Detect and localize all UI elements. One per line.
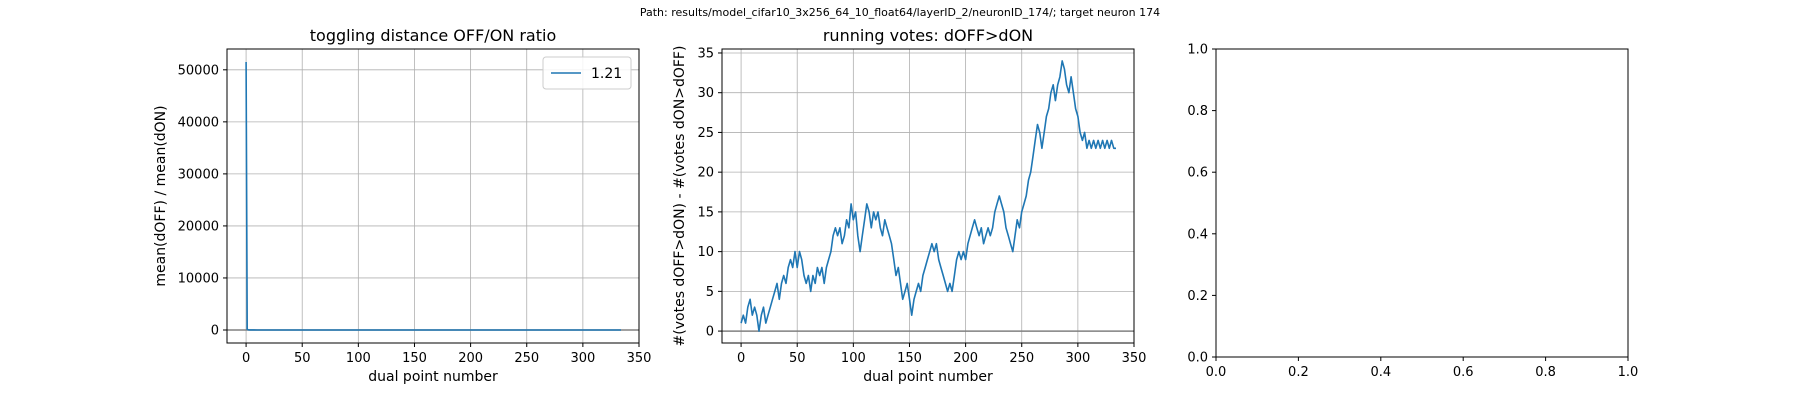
chart-0-x-tick-label: 100	[346, 351, 371, 366]
chart-0-x-tick-label: 0	[242, 351, 250, 366]
chart-2-y-tick-label: 0.2	[1187, 289, 1208, 304]
chart-0-y-tick-label: 30000	[178, 167, 219, 182]
chart-0-legend-box	[542, 56, 632, 90]
chart-0-x-tick-label: 300	[570, 351, 595, 366]
chart-1-x-tick-label: 100	[841, 351, 866, 366]
figure-suptitle: Path: results/model_cifar10_3x256_64_10_…	[640, 6, 1160, 19]
chart-1-x-tick-label: 350	[1122, 351, 1147, 366]
chart-0-series-line	[245, 61, 621, 331]
chart-1-x-tick-label: 50	[789, 351, 806, 366]
chart-2-y-tick-label: 0.0	[1187, 351, 1208, 366]
chart-0-y-tick-label: 0	[211, 323, 219, 338]
chart-1-x-tick-label: 300	[1065, 351, 1090, 366]
chart-0-x-tick-label: 150	[402, 351, 427, 366]
chart-0-x-tick-label: 350	[627, 351, 652, 366]
chart-2-y-tick-label: 0.8	[1187, 104, 1208, 119]
chart-0-legend: 1.21	[542, 56, 632, 90]
chart-1-x-axis-label: dual point number	[863, 369, 993, 385]
chart-1-y-tick-label: 25	[697, 126, 714, 141]
chart-0-x-axis-label: dual point number	[368, 369, 498, 385]
chart-0-y-tick-label: 40000	[178, 115, 219, 130]
chart-1-y-tick-label: 5	[706, 285, 714, 300]
chart-1-x-tick-label: 0	[737, 351, 745, 366]
chart-0-x-tick-label: 200	[458, 351, 483, 366]
chart-1-x-tick-label: 150	[897, 351, 922, 366]
chart-0-axes-frame	[226, 48, 640, 344]
chart-2-x-tick-label: 0.2	[1288, 365, 1309, 380]
chart-2-x-tick-label: 0.8	[1535, 365, 1556, 380]
chart-1-y-tick-label: 10	[697, 245, 714, 260]
chart-0-y-tick-label: 20000	[178, 219, 219, 234]
chart-1-series-line	[740, 60, 1116, 332]
toggling-ratio-panel: 0 50 100 150 200 250 300 350 0 10000 20000 30000 400…	[153, 26, 651, 385]
running-votes-panel: 0 50 100 150 200 250 300 350 0 5 10 15 20 25 30 35 runni…	[672, 26, 1146, 385]
chart-0-legend-label: 1.21	[591, 66, 622, 82]
chart-0-title: toggling distance OFF/ON ratio	[310, 26, 556, 45]
chart-1-y-tick-label: 35	[697, 46, 714, 61]
chart-1-x-tick-label: 250	[1009, 351, 1034, 366]
chart-1-axes-frame	[721, 48, 1135, 344]
chart-2-y-tick-label: 1.0	[1187, 43, 1208, 58]
chart-1-y-tick-label: 0	[706, 325, 714, 340]
chart-0-y-axis-label: mean(dOFF) / mean(dON)	[153, 105, 169, 286]
chart-2-x-tick-label: 0.4	[1370, 365, 1391, 380]
chart-2-x-tick-label: 0.6	[1453, 365, 1474, 380]
chart-1-title: running votes: dOFF>dON	[823, 26, 1033, 45]
chart-2-x-tick-label: 0.0	[1206, 365, 1227, 380]
empty-axes-panel: 0.0 0.2 0.4 0.6 0.8 1.0 0.0 0.2 0.4 0.6 0.8 1.0	[1187, 43, 1638, 381]
chart-0-x-tick-label: 250	[514, 351, 539, 366]
chart-0-y-tick-label: 50000	[178, 63, 219, 78]
chart-2-y-tick-label: 0.6	[1187, 166, 1208, 181]
chart-2-x-tick-label: 1.0	[1618, 365, 1639, 380]
chart-1-y-tick-label: 30	[697, 86, 714, 101]
chart-0-y-tick-label: 10000	[178, 271, 219, 286]
chart-0-x-tick-label: 50	[294, 351, 311, 366]
chart-2-axes-frame	[1215, 48, 1629, 358]
chart-2-y-tick-label: 0.4	[1187, 227, 1208, 242]
chart-1-y-axis-label: #(votes dOFF>dON) - #(votes dON>dOFF)	[672, 46, 688, 347]
chart-1-y-tick-label: 20	[697, 166, 714, 181]
chart-1-x-tick-label: 200	[953, 351, 978, 366]
chart-1-y-tick-label: 15	[697, 205, 714, 220]
